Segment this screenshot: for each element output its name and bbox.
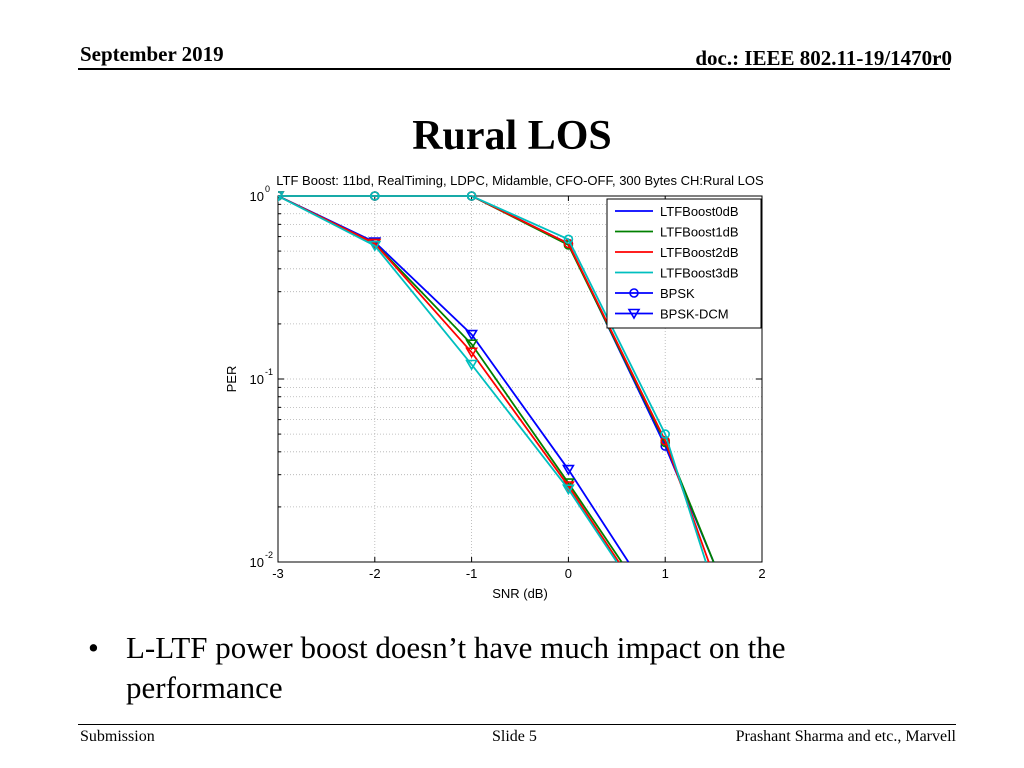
slide-title: Rural LOS — [412, 113, 612, 159]
header-divider — [78, 68, 950, 70]
legend: LTFBoost0dB LTFBoost1dB LTFBoost2dB LTFBoos… — [606, 198, 762, 329]
x-tick-label: 0 — [565, 566, 572, 581]
legend-label: BPSK-DCM — [660, 307, 729, 322]
point-triangle-marker — [627, 308, 641, 320]
series-ltfboost3db-bpsk-dcm — [278, 191, 618, 562]
y-tick-base: 10 — [250, 189, 264, 204]
series-ltfboost3db-bpsk — [278, 191, 707, 562]
legend-item: LTFBoost0dB — [615, 204, 739, 219]
point-triangle-marker — [562, 464, 575, 476]
y-tick-label: 10 0 — [250, 184, 270, 204]
legend-item: LTFBoost3dB — [615, 266, 739, 281]
y-tick-base: 10 — [250, 555, 264, 570]
point-triangle-marker — [562, 484, 575, 496]
series-line — [278, 195, 707, 562]
point-circle-marker — [278, 191, 283, 201]
x-tick-label: 2 — [758, 566, 765, 581]
y-tick-label: 10 -1 — [250, 367, 273, 387]
point-triangle-marker — [465, 329, 478, 341]
legend-label: LTFBoost3dB — [660, 266, 739, 281]
legend-label: LTFBoost0dB — [660, 204, 739, 219]
series-line — [278, 195, 618, 562]
series-group — [278, 191, 715, 562]
point-circle-marker — [660, 429, 671, 439]
series-line — [278, 195, 620, 562]
legend-item: LTFBoost2dB — [615, 245, 739, 260]
legend-label: BPSK — [660, 286, 695, 301]
point-triangle-marker — [465, 339, 478, 351]
legend-label: LTFBoost2dB — [660, 245, 739, 260]
point-circle-marker — [466, 191, 477, 201]
per-vs-snr-chart: LTF Boost: 11bd, RealTiming, LDPC, Midam… — [224, 173, 766, 601]
x-tick-label: -2 — [369, 566, 381, 581]
legend-box — [606, 198, 762, 329]
y-tick-base: 10 — [250, 372, 264, 387]
point-triangle-marker — [465, 359, 478, 371]
footer-divider — [78, 724, 956, 725]
footer-submission: Submission — [80, 728, 155, 745]
footer-author: Prashant Sharma and etc., Marvell — [735, 728, 956, 745]
header-doc-id: doc.: IEEE 802.11-19/1470r0 — [695, 46, 952, 70]
y-tick-exponent: -1 — [265, 367, 273, 377]
point-circle-marker — [563, 234, 574, 245]
point-circle-marker — [370, 191, 380, 201]
y-tick-label: 10 -2 — [250, 550, 273, 570]
legend-item: BPSK — [615, 286, 695, 301]
chart-title: LTF Boost: 11bd, RealTiming, LDPC, Midam… — [276, 173, 764, 188]
header-date: September 2019 — [80, 42, 224, 66]
point-circle-marker — [629, 288, 639, 298]
y-axis-label: PER — [224, 366, 239, 393]
x-tick-label: 1 — [662, 566, 669, 581]
point-triangle-marker — [465, 347, 478, 359]
legend-item: BPSK-DCM — [615, 307, 729, 322]
y-tick-exponent: -2 — [265, 550, 273, 560]
footer-slide-number: Slide 5 — [492, 728, 537, 745]
bullet-dot-icon: • — [88, 630, 99, 665]
point-triangle-marker — [278, 191, 285, 203]
bullet-text: L-LTF power boost doesn’t have much impa… — [126, 630, 786, 705]
legend-label: LTFBoost1dB — [660, 225, 739, 240]
point-triangle-marker — [368, 240, 382, 252]
x-tick-label: -3 — [272, 566, 284, 581]
y-tick-exponent: 0 — [265, 184, 270, 194]
x-axis-label: SNR (dB) — [492, 586, 548, 601]
x-tick-label: -1 — [466, 566, 478, 581]
legend-item: LTFBoost1dB — [615, 225, 739, 240]
